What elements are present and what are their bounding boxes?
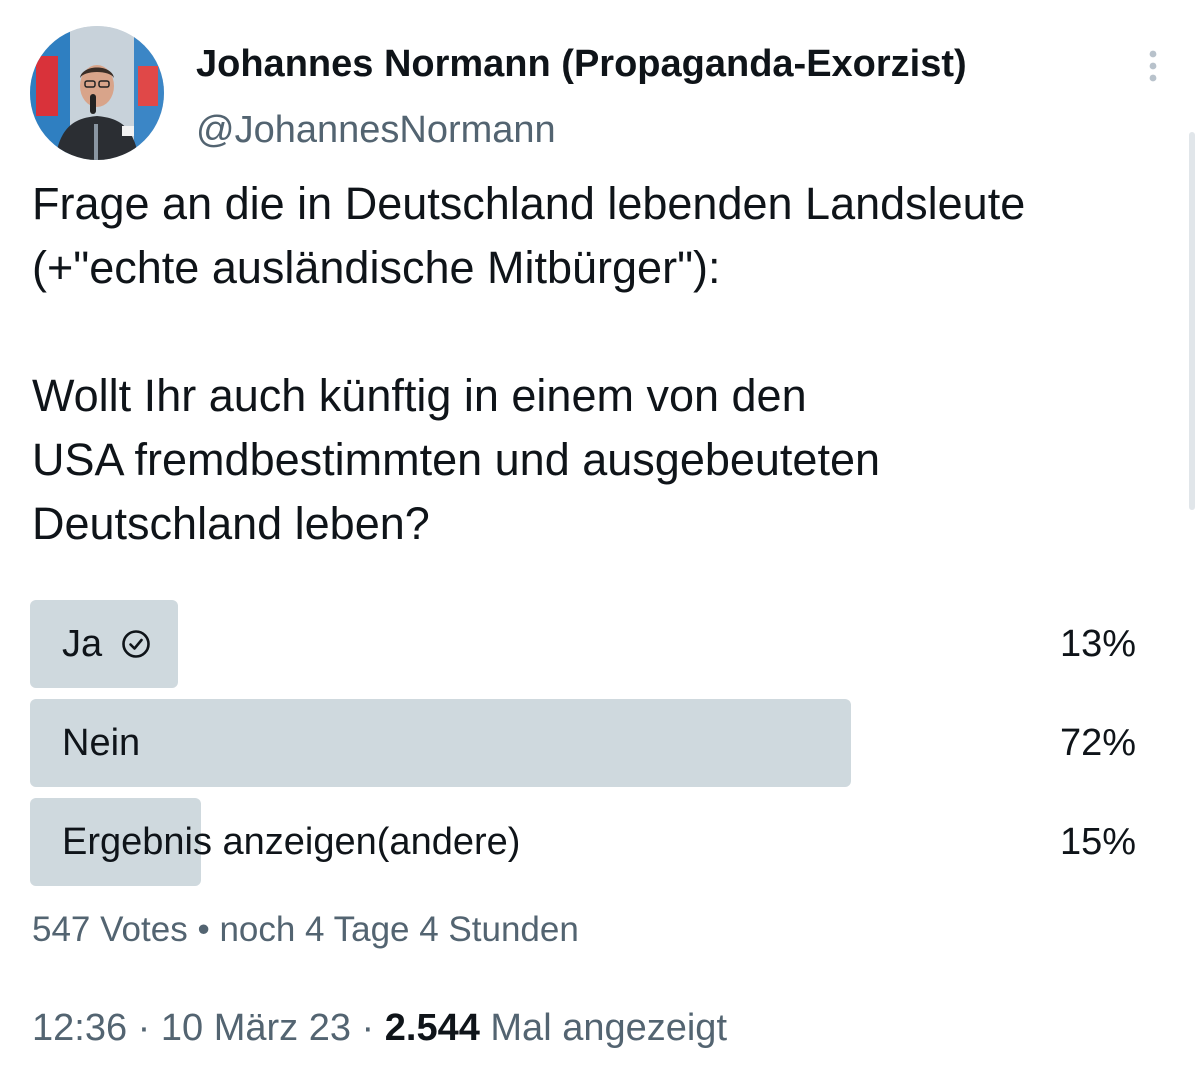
author-avatar[interactable] bbox=[30, 26, 164, 160]
poll-result-bar bbox=[30, 699, 851, 787]
poll-option-percent: 72% bbox=[1059, 722, 1136, 764]
tweet-timestamp-line: 12:36 · 10 März 23 · 2.544 Mal angezeigt bbox=[32, 1004, 727, 1052]
tweet-text-line: Frage an die in Deutschland lebenden Lan… bbox=[32, 178, 1026, 229]
views-label: Mal angezeigt bbox=[490, 1007, 727, 1049]
poll-option-nein[interactable]: Nein 72% bbox=[30, 699, 1140, 787]
author-photo bbox=[30, 26, 164, 160]
poll-votes-count: 547 Votes bbox=[32, 910, 188, 949]
poll-result-bar bbox=[30, 798, 201, 886]
tweet-text-line: Wollt Ihr auch künftig in einem von den bbox=[32, 370, 807, 421]
tweet-date[interactable]: 10 März 23 bbox=[160, 1007, 351, 1049]
poll-option-label: Nein bbox=[62, 722, 141, 764]
poll-result-bar bbox=[30, 600, 178, 688]
separator-dot: · bbox=[361, 1007, 375, 1049]
poll-option-percent: 15% bbox=[1059, 821, 1136, 863]
poll: Ja 13% Nein 72% Ergebnis anzeigen(andere… bbox=[30, 600, 1140, 897]
poll-option-ja[interactable]: Ja 13% bbox=[30, 600, 1140, 688]
poll-time-left: noch 4 Tage 4 Stunden bbox=[219, 910, 579, 949]
tweet-text-line: Deutschland leben? bbox=[32, 498, 430, 549]
poll-meta: 547 Votes • noch 4 Tage 4 Stunden bbox=[32, 908, 579, 952]
tweet-text: Frage an die in Deutschland lebenden Lan… bbox=[32, 172, 1182, 556]
tweet-text-line: USA fremdbestimmten und ausgebeuteten bbox=[32, 434, 881, 485]
separator-dot: • bbox=[197, 910, 210, 949]
separator-dot: · bbox=[137, 1007, 151, 1049]
poll-option-label: Ergebnis anzeigen(andere) bbox=[62, 821, 521, 863]
more-options-button[interactable] bbox=[1138, 44, 1168, 88]
tweet-time[interactable]: 12:36 bbox=[32, 1007, 128, 1049]
more-vertical-icon bbox=[1149, 50, 1157, 82]
scrollbar[interactable] bbox=[1189, 132, 1195, 510]
poll-option-percent: 13% bbox=[1059, 623, 1136, 665]
views-count[interactable]: 2.544 bbox=[384, 1007, 480, 1049]
author-display-name[interactable]: Johannes Normann (Propaganda-Exorzist) bbox=[196, 43, 967, 85]
author-handle[interactable]: @JohannesNormann bbox=[196, 109, 556, 151]
check-circle-icon bbox=[120, 628, 152, 660]
tweet-text-line: (+"echte ausländische Mitbürger"): bbox=[32, 242, 721, 293]
poll-option-label: Ja bbox=[62, 623, 103, 665]
poll-option-andere[interactable]: Ergebnis anzeigen(andere) 15% bbox=[30, 798, 1140, 886]
